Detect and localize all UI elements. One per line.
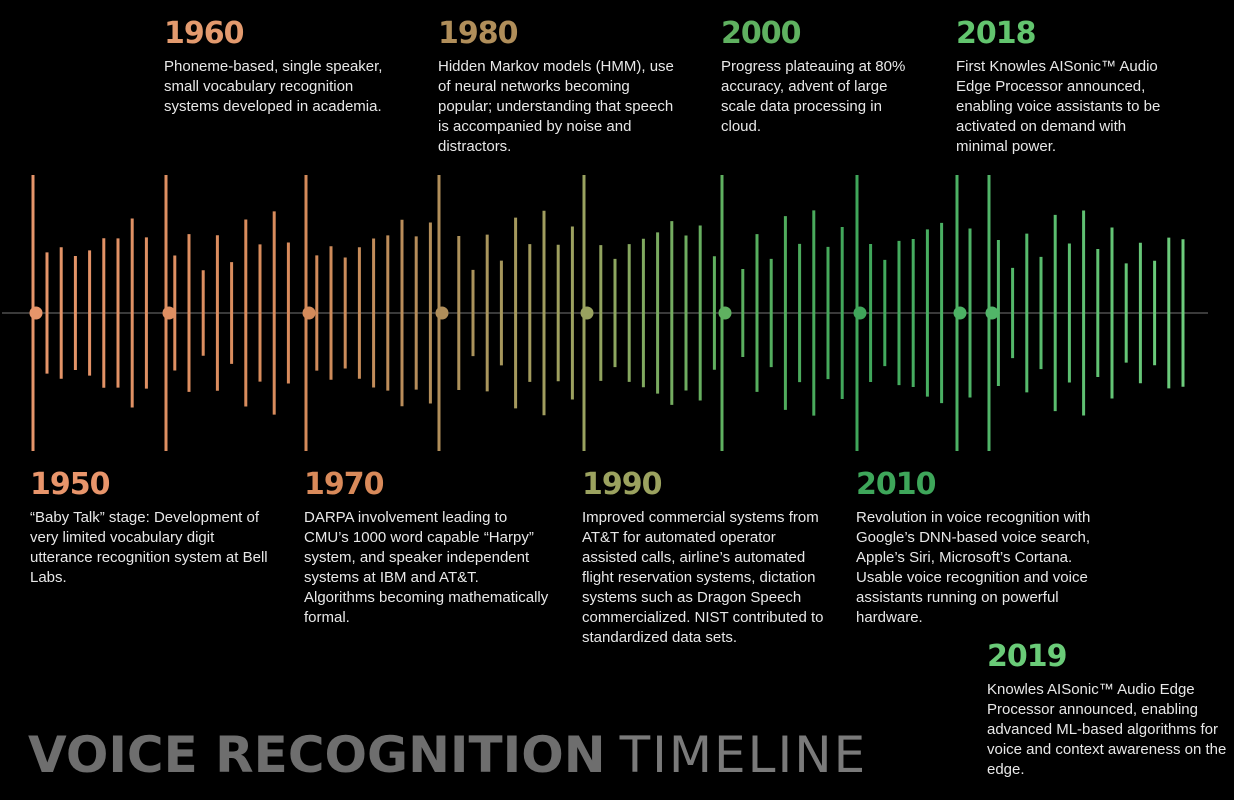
event-year: 2000 xyxy=(721,16,802,51)
event-description: “Baby Talk” stage: Development of very l… xyxy=(30,509,268,586)
event-description: Progress plateauing at 80% accuracy, adv… xyxy=(721,58,906,135)
event-2019: 2019 Knowles AISonic™ Audio Edge Process… xyxy=(987,640,1234,780)
event-year: 1970 xyxy=(304,467,385,502)
waveform-marker-dot xyxy=(718,306,732,320)
waveform-marker-dot xyxy=(29,306,43,320)
event-description: Revolution in voice recognition with Goo… xyxy=(856,509,1091,626)
event-2010: 2010 Revolution in voice recognition wit… xyxy=(856,468,1136,628)
event-description: Hidden Markov models (HMM), use of neura… xyxy=(438,58,674,155)
waveform-marker-dot xyxy=(580,306,594,320)
event-year: 1990 xyxy=(582,467,663,502)
event-year: 2010 xyxy=(856,467,937,502)
event-year: 1950 xyxy=(30,467,111,502)
event-1950: 1950 “Baby Talk” stage: Development of v… xyxy=(30,468,310,588)
event-description: DARPA involvement leading to CMU’s 1000 … xyxy=(304,509,549,626)
page-title: VOICE RECOGNITION TIMELINE xyxy=(28,727,867,783)
event-2000: 2000 Progress plateauing at 80% accuracy… xyxy=(721,17,1001,137)
event-description: First Knowles AISonic™ Audio Edge Proces… xyxy=(956,58,1161,155)
event-1980: 1980 Hidden Markov models (HMM), use of … xyxy=(438,17,718,157)
event-year: 1960 xyxy=(164,16,245,51)
event-description: Improved commercial systems from AT&T fo… xyxy=(582,509,824,646)
event-2018: 2018 First Knowles AISonic™ Audio Edge P… xyxy=(956,17,1234,157)
page-title-light: TIMELINE xyxy=(619,726,868,784)
event-year: 2019 xyxy=(987,639,1068,674)
event-1970: 1970 DARPA involvement leading to CMU’s … xyxy=(304,468,584,628)
event-1990: 1990 Improved commercial systems from AT… xyxy=(582,468,862,648)
waveform-marker-dot xyxy=(985,306,999,320)
waveform-marker-dot xyxy=(435,306,449,320)
waveform-marker-dot xyxy=(953,306,967,320)
waveform-marker-dot xyxy=(162,306,176,320)
event-description: Knowles AISonic™ Audio Edge Processor an… xyxy=(987,681,1227,778)
event-year: 1980 xyxy=(438,16,519,51)
waveform-marker-dot xyxy=(302,306,316,320)
waveform-marker-dot xyxy=(853,306,867,320)
waveform-bars xyxy=(29,175,1185,451)
event-description: Phoneme-based, single speaker, small voc… xyxy=(164,58,383,115)
event-1960: 1960 Phoneme-based, single speaker, smal… xyxy=(164,17,444,117)
event-year: 2018 xyxy=(956,16,1037,51)
page-title-bold: VOICE RECOGNITION xyxy=(28,726,606,784)
